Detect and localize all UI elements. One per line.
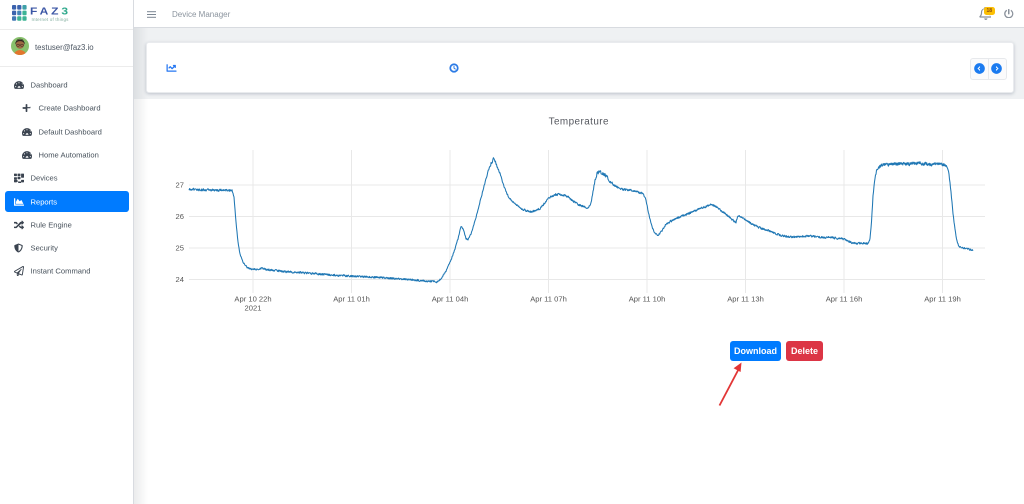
- svg-text:25: 25: [176, 244, 184, 253]
- svg-text:2021: 2021: [245, 304, 262, 313]
- svg-text:24: 24: [176, 275, 184, 284]
- svg-text:27: 27: [176, 181, 184, 190]
- svg-text:Apr 11 10h: Apr 11 10h: [629, 295, 666, 304]
- svg-text:Temperature: Temperature: [549, 117, 609, 128]
- svg-text:Apr 10 22h: Apr 10 22h: [234, 295, 271, 304]
- svg-text:Apr 11 19h: Apr 11 19h: [924, 295, 961, 304]
- svg-text:26: 26: [176, 212, 184, 221]
- svg-text:Apr 11 13h: Apr 11 13h: [727, 295, 764, 304]
- svg-text:Apr 11 07h: Apr 11 07h: [530, 295, 567, 304]
- svg-text:Apr 11 16h: Apr 11 16h: [826, 295, 863, 304]
- svg-text:Apr 11 04h: Apr 11 04h: [432, 295, 469, 304]
- svg-text:Apr 11 01h: Apr 11 01h: [333, 295, 370, 304]
